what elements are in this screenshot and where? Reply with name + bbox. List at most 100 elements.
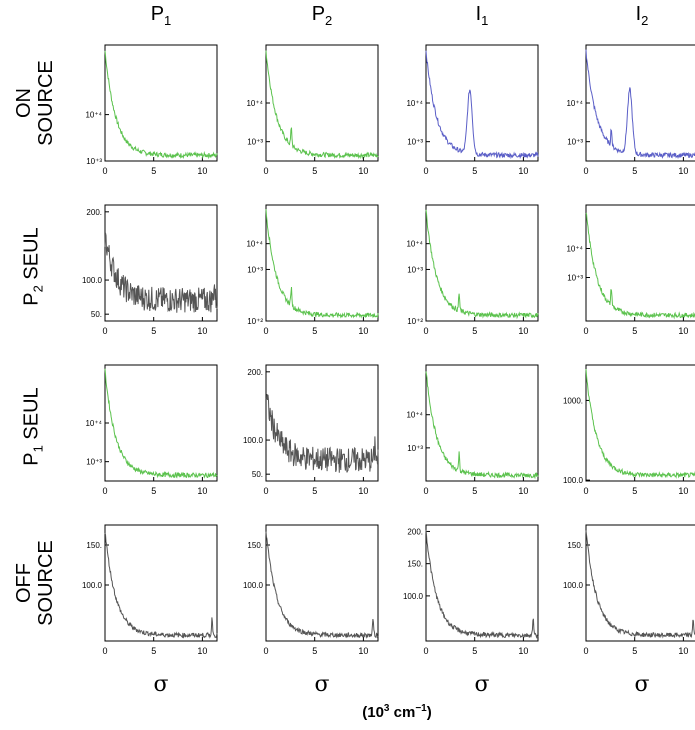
x-tick-label: 0 [263,646,268,656]
y-tick-label: 10⁺³ [407,265,423,274]
series-line [265,531,379,639]
y-tick-label: 100.0 [243,436,264,445]
units-exp: 3 [383,703,390,714]
x-tick-label: 10 [678,166,688,176]
panel-frame [265,44,379,162]
panel-r2-c0: 0 5 10 10⁺⁴ 10⁺³ [85,364,218,496]
x-tick-label: 10 [518,646,528,656]
y-tick-label: 10⁺³ [86,157,102,166]
series-line [585,368,695,479]
x-axis-symbol-2: σ [474,672,490,697]
panel-r1-c0: 0 5 10 200. 100.0 50. [82,204,218,336]
y-tick-label: 10⁺⁴ [246,240,263,249]
x-tick-label: 5 [632,646,637,656]
row-header-line: OFF [13,518,35,648]
x-tick-label: 5 [632,486,637,496]
panel-frame [104,204,218,322]
x-tick-label: 0 [583,486,588,496]
x-tick-label: 5 [472,166,477,176]
column-header-sub: 1 [481,13,489,28]
y-tick-label: 150. [567,541,583,550]
panel-r3-c1: 0 5 10 150. 100.0 [243,524,379,656]
y-tick-label: 10⁺² [247,317,263,326]
y-tick-label: 100.0 [403,592,424,601]
column-header-sub: 2 [325,13,333,28]
y-tick-label: 10⁺³ [247,265,263,274]
column-header-2: I1 [452,3,512,28]
x-tick-label: 5 [151,166,156,176]
y-tick-label: 10⁺⁴ [406,411,423,420]
series-line [425,371,539,480]
x-tick-label: 10 [358,326,368,336]
panel-r0-c1: 0 5 10 10⁺⁴ 10⁺³ [246,44,379,176]
y-tick-label: 10⁺³ [567,274,583,283]
panel-r2-c1: 0 5 10 200. 100.0 50. [243,364,379,496]
x-tick-label: 5 [472,486,477,496]
x-tick-label: 0 [263,166,268,176]
x-tick-label: 5 [632,326,637,336]
panel-frame [265,524,379,642]
y-tick-label: 150. [247,541,263,550]
row-header-main: OFF [13,563,35,603]
y-tick-label: 1000. [563,396,583,405]
panel-frame [425,204,539,322]
x-tick-label: 10 [358,646,368,656]
column-header-main: I [635,3,642,25]
x-axis-symbol-0: σ [153,672,169,697]
x-axis-symbol-3: σ [634,672,650,697]
y-tick-label: 10⁺⁴ [85,419,102,428]
column-header-main: P [311,3,326,25]
series-line [265,50,379,160]
x-tick-label: 10 [518,486,528,496]
y-tick-label: 10⁺³ [407,444,423,453]
x-tick-label: 0 [423,166,428,176]
panel-r2-c2: 0 5 10 10⁺⁴ 10⁺³ [406,364,539,496]
y-tick-label: 10⁺² [407,317,423,326]
x-tick-label: 10 [197,646,207,656]
x-tick-label: 0 [102,326,107,336]
column-header-sub: 1 [164,13,172,28]
row-header-main: P [20,452,43,466]
y-tick-label: 10⁺⁴ [566,99,583,108]
x-tick-label: 10 [197,166,207,176]
row-header-line: P2 SEUL [21,202,50,332]
x-tick-label: 10 [678,486,688,496]
x-tick-label: 0 [583,646,588,656]
x-tick-label: 5 [151,646,156,656]
y-tick-label: 200. [86,208,102,217]
x-tick-label: 5 [632,166,637,176]
row-header-main: ON [13,88,35,118]
units-exp2: −1 [415,703,427,714]
y-tick-label: 10⁺⁴ [406,240,423,249]
row-header-sub: 2 [30,285,46,293]
y-tick-label: 50. [91,310,102,319]
y-tick-label: 10⁺⁴ [246,99,263,108]
series-line [104,232,218,313]
row-header-3: OFF SOURCE [13,518,57,648]
x-tick-label: 0 [423,486,428,496]
panel-frame [104,524,218,642]
panel-r2-c3: 0 5 10 1000. 100.0 [563,364,695,496]
x-tick-label: 0 [583,166,588,176]
x-tick-label: 10 [197,486,207,496]
row-header-line: ON [13,38,35,168]
panel-frame [104,364,218,482]
row-header-sub: 1 [30,445,46,453]
series-line [425,209,539,320]
x-tick-label: 10 [358,166,368,176]
y-tick-label: 100.0 [82,276,103,285]
column-header-1: P2 [292,3,352,28]
row-header-main: SOURCE [35,60,57,146]
row-header-1: P2 SEUL [21,202,50,332]
row-header-main: SOURCE [35,540,57,626]
series-line [425,529,539,639]
units-base: (10 [362,704,384,721]
y-tick-label: 50. [252,470,263,479]
y-tick-label: 100.0 [82,581,103,590]
x-tick-label: 5 [312,646,317,656]
x-tick-label: 0 [423,326,428,336]
panel-r1-c3: 0 5 10 10⁺⁴ 10⁺³ [566,204,695,336]
x-tick-label: 0 [102,486,107,496]
x-tick-label: 10 [358,486,368,496]
